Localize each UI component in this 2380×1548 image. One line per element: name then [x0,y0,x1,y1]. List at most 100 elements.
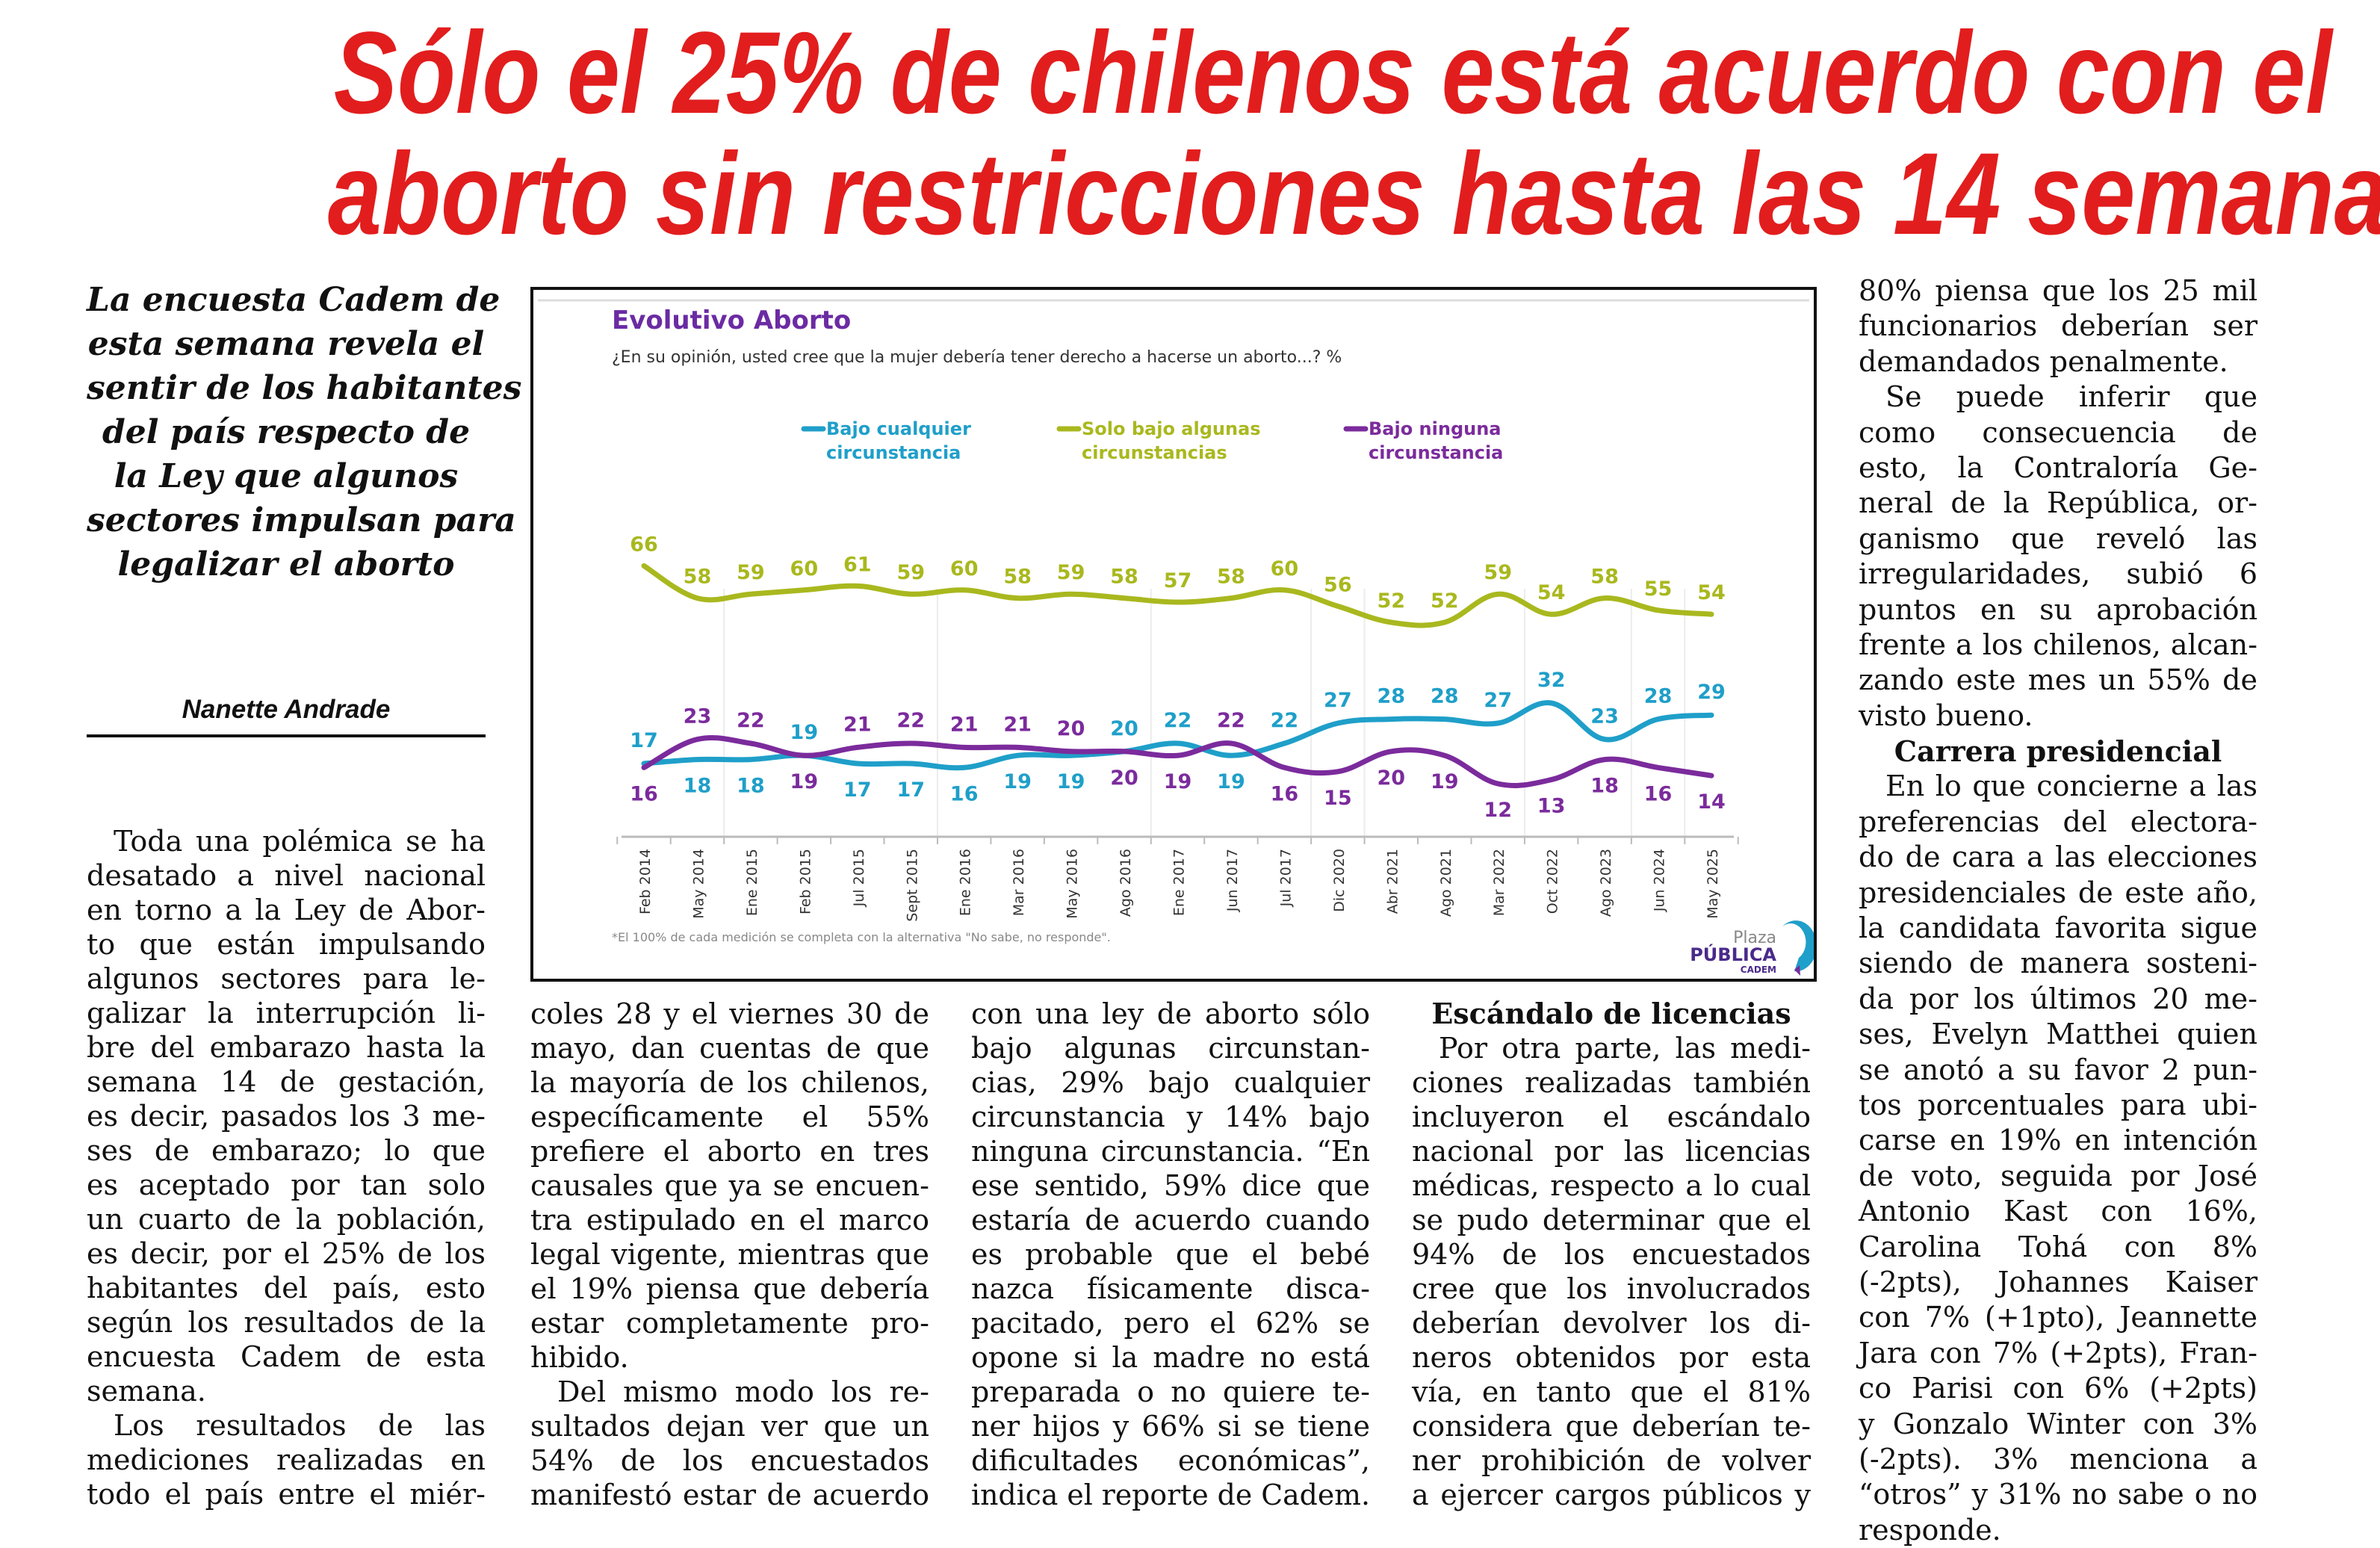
text-line: frente a los chilenos, alcan- [1859,628,2257,663]
text-line: deberían devolver los di- [1412,1306,1811,1340]
text-line: ciones realizadas también [1412,1065,1811,1100]
legend-label: circunstancias [1082,442,1227,463]
text-line: tra estipulado en el marco [530,1203,929,1237]
text-line: con 7% (+1pto), Jeannette [1859,1300,2257,1335]
text-line-content: Se puede inferir que [1885,380,2257,414]
text-line-content: sultados dejan ver que un [530,1410,929,1443]
text-line-content: de voto, seguida por José [1859,1159,2257,1192]
text-line-content: pacitado, pero el 62% se [971,1307,1370,1340]
data-label: 57 [1164,569,1192,592]
x-tick-label: Ene 2015 [744,849,760,916]
text-line: ese sentido, 59% dice que [971,1168,1370,1203]
text-line: médicas, respecto a lo cual [1412,1168,1811,1203]
logo-swirl-icon [1782,920,1814,972]
text-line: bajo algunas circunstan- [971,1031,1370,1065]
text-line: to que están impulsando [87,927,486,962]
text-line-content: to que están impulsando [87,928,486,961]
text-line-content: habitantes del país, esto [87,1272,486,1304]
legend-label: circunstancia [826,442,961,463]
data-label: 18 [684,775,712,798]
data-label: 19 [790,770,819,793]
headline-text: Sólo el 25% de chilenos está acuerdo con… [333,8,2332,138]
series-line-2 [641,563,1714,628]
text-line-content: la candidata favorita sigue [1859,911,2257,945]
text-line-content: Del mismo modo los re- [557,1375,929,1408]
text-line-content: con una ley de aborto sólo [971,997,1370,1030]
text-line: (-2pts). 3% menciona a [1859,1442,2257,1477]
data-label: 22 [1164,709,1192,732]
text-line: ner prohibición de volver [1412,1443,1811,1478]
text-line: es probable que el bebé [971,1237,1370,1272]
text-line: Los resultados de las [87,1408,486,1443]
text-line: funcionarios deberían ser [1859,309,2257,344]
text-line: ganismo que reveló las [1859,521,2257,557]
data-label: 28 [1378,685,1406,708]
text-line-content: es decir, por el 25% de los [87,1237,486,1270]
headline-line-2: aborto sin restricciones hasta las 14 se… [112,134,2380,254]
data-label: 18 [737,775,765,798]
x-tick-label: May 2025 [1705,849,1721,919]
data-label: 17 [630,729,658,752]
text-line: ner hijos y 66% si se tiene [971,1409,1370,1443]
data-label: 58 [1110,566,1138,589]
data-label: 54 [1697,581,1726,604]
text-line-content: demandados penalmente. [1859,344,2228,378]
text-line: 80% piensa que los 25 mil [1859,273,2257,309]
text-line-content: zando este mes un 55% de [1859,663,2257,697]
text-line: tos porcentuales para ubi- [1859,1088,2257,1123]
text-line-content: siendo de manera sosteni- [1859,947,2257,980]
text-line-content: bajo algunas circunstan- [971,1032,1370,1065]
text-line-content: da por los últimos 20 me- [1859,982,2257,1015]
text-line: nacional por las licencias [1412,1134,1811,1168]
text-line: Se puede inferir que [1859,380,2257,415]
text-line-content: es decir, pasados los 3 me- [87,1100,486,1133]
data-label: 56 [1324,573,1352,596]
text-line-content: funcionarios deberían ser [1859,309,2257,343]
data-label: 27 [1324,689,1352,712]
text-line-content: un cuarto de la población, [87,1203,486,1236]
data-label: 19 [1164,770,1192,793]
text-line-content: neros obtenidos por esta [1412,1341,1811,1374]
data-label: 27 [1484,689,1512,712]
text-line: mayo, dan cuentas de que [530,1031,929,1065]
text-line-content: Carolina Tohá con 8% [1859,1230,2257,1263]
text-line: zando este mes un 55% de [1859,663,2257,698]
text-line-content: carse en 19% en intención [1859,1124,2257,1157]
text-line-content: cias, 29% bajo cualquier [971,1066,1370,1099]
text-line: Del mismo modo los re- [530,1375,929,1409]
deck-line: sentir de los habitantes [87,369,522,407]
text-line-content: Jara con 7% (+2pts), Fran- [1859,1336,2257,1369]
deck-line: La encuesta Cadem de [87,281,501,319]
text-line-content: En lo que concierne a las [1885,770,2257,803]
data-label: 19 [1057,770,1085,793]
headline-text: aborto sin restricciones hasta las 14 se… [327,129,2380,259]
text-line-content: Los resultados de las [114,1409,486,1442]
legend-item: Bajo cualquier circunstancia [801,418,971,463]
text-line-content: ganismo que reveló las [1859,521,2257,555]
text-line: la mayoría de los chilenos, [530,1065,929,1100]
text-line-content: legal vigente, mientras que [530,1238,929,1271]
chart-svg: Evolutivo Aborto ¿En su opinión, usted cr… [538,299,1814,976]
text-line-content: es probable que el bebé [971,1238,1370,1271]
x-tick-label: Sept 2015 [904,849,920,922]
text-line-content: prefiere el aborto en tres [530,1135,929,1168]
text-line-content: 94% de los encuestados [1412,1238,1811,1271]
chart: Evolutivo Aborto ¿En su opinión, usted cr… [530,287,1817,982]
x-tick-label: Mar 2022 [1491,849,1507,916]
text-line: a ejercer cargos públicos y [1412,1478,1811,1512]
series-line-1 [641,700,1714,771]
x-tick-label: Mar 2016 [1011,849,1027,916]
data-label: 59 [1484,561,1512,584]
data-label: 22 [1217,709,1245,732]
text-line-content: bre del embarazo hasta la [87,1031,486,1064]
text-line-content: ese sentido, 59% dice que [971,1169,1370,1202]
data-label: 54 [1537,581,1566,604]
chart-title: Evolutivo Aborto [612,306,851,335]
text-line: semana. [87,1374,486,1408]
text-line: manifestó estar de acuerdo [530,1478,929,1512]
series-line-3 [641,734,1714,788]
text-line: cias, 29% bajo cualquier [971,1065,1370,1100]
text-line: es decir, pasados los 3 me- [87,1099,486,1133]
data-label: 55 [1644,578,1673,601]
